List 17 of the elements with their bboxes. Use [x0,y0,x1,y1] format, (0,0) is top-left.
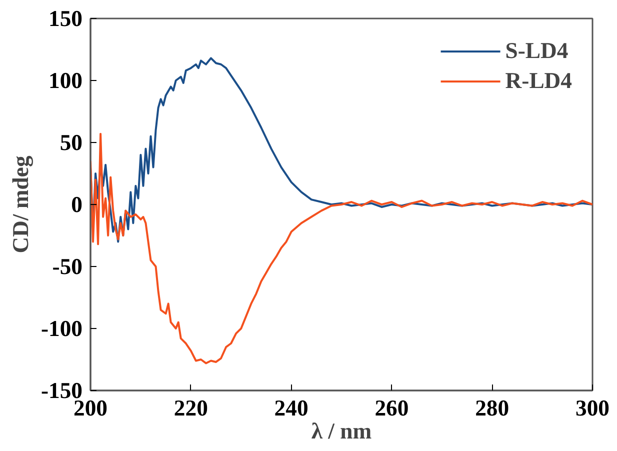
x-tick-label: 220 [174,396,208,420]
x-tick-label: 280 [475,396,510,420]
x-tick-label: 240 [274,396,308,420]
y-tick-label: 50 [60,130,82,155]
x-axis-title: λ / nm [311,418,372,444]
legend-label: R-LD4 [505,68,572,94]
line-series [90,57,592,243]
y-axis-title: CD/ mdeg [8,155,33,254]
y-tick-label: -100 [40,316,82,341]
y-tick-label: 150 [48,6,82,31]
x-tick-label: 260 [374,396,409,420]
x-tick-label: 300 [576,396,610,420]
y-tick-label: 0 [71,192,82,217]
legend-label: S-LD4 [505,38,568,64]
y-tick-label: -50 [52,254,82,279]
y-tick-label: 100 [48,68,82,93]
line-series [90,132,592,364]
